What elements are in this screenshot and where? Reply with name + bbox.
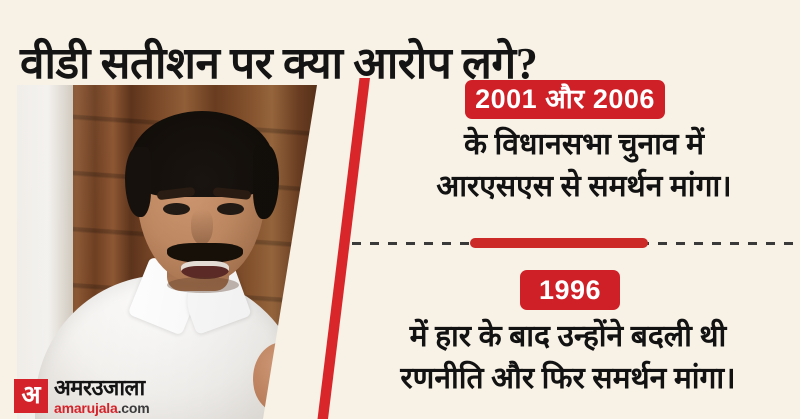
photo-person-mouth — [181, 261, 229, 279]
photo-person-hair-side-left — [125, 147, 151, 217]
photo-person-eye-left — [163, 203, 190, 215]
facts-panel: 2001 और 2006 के विधानसभा चुनाव में आरएसए… — [372, 74, 792, 419]
photo-person-hair-side-right — [253, 145, 279, 219]
year-badge-second: 1996 — [520, 270, 620, 310]
photo-person-nose — [191, 209, 213, 245]
divider-red-accent — [470, 238, 648, 248]
photo-person-hair — [130, 111, 274, 197]
year-badge-first: 2001 और 2006 — [465, 80, 665, 119]
subject-photo — [17, 85, 317, 419]
photo-person-chin-shadow — [167, 277, 239, 293]
brand-website-tld: .com — [117, 400, 150, 416]
fact-line-second-block-1: में हार के बाद उन्होंने बदली थी — [409, 320, 727, 353]
brand-website: amarujala.com — [54, 400, 150, 416]
section-divider — [352, 238, 800, 250]
page-title: वीडी सतीशन पर क्या आरोप लगे? — [20, 39, 538, 89]
brand-logo: अ अमरउजाला amarujala.com — [14, 375, 150, 416]
amarujala-mark-icon: अ — [14, 379, 48, 413]
brand-name-hindi: अमरउजाला — [54, 375, 145, 400]
brand-website-name: amarujala — [54, 400, 118, 416]
photo-person-eye-right — [217, 203, 244, 215]
photo-lighting-overlay — [17, 85, 317, 419]
brand-logo-text: अमरउजाला amarujala.com — [54, 375, 150, 416]
photo-person-mustache — [167, 243, 243, 263]
fact-line-first-block-2: आरएसएस से समर्थन मांगा। — [436, 170, 732, 203]
fact-line-first-block-1: के विधानसभा चुनाव में — [463, 128, 705, 161]
fact-line-second-block-2: रणनीति और फिर समर्थन मांगा। — [400, 362, 736, 395]
